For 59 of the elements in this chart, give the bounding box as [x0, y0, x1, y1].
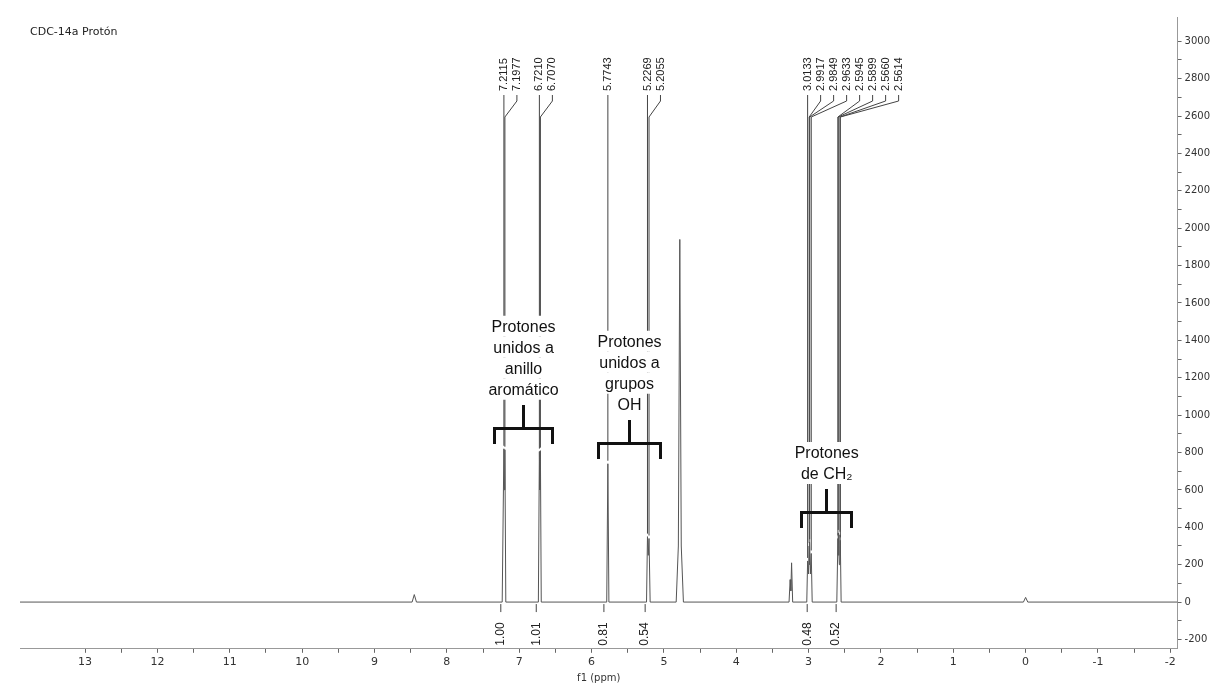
y-tick-label: 1200 [1184, 371, 1210, 383]
y-tick-label: 2400 [1184, 147, 1210, 159]
x-tick-label: 7 [515, 655, 523, 669]
y-tick-label: 2600 [1184, 109, 1210, 121]
x-tick-label: 10 [295, 655, 310, 669]
annotation: 5.2269 [640, 57, 653, 91]
annotation: 1.00 [493, 622, 508, 646]
y-tick-label: 3000 [1184, 34, 1210, 46]
x-tick-label: 0 [1022, 655, 1030, 669]
y-tick-label: 600 [1184, 483, 1204, 495]
annotation: 7.2115 [496, 58, 509, 91]
y-tick-label: -200 [1184, 633, 1208, 645]
y-tick-label: 0 [1184, 595, 1191, 607]
x-tick-label: 9 [371, 655, 378, 669]
y-tick-label: 800 [1184, 446, 1204, 458]
x-tick-label: -1 [1092, 655, 1104, 669]
y-tick-label: 400 [1184, 520, 1204, 532]
x-tick-label: -2 [1164, 655, 1176, 669]
text: CDC-14a Protón [30, 25, 118, 39]
annotation: 0.81 [596, 622, 611, 646]
annotation: 2.5899 [865, 57, 878, 91]
annotation: 2.5945 [852, 57, 865, 91]
annotation: 2.9917 [813, 57, 826, 91]
x-tick-label: 3 [805, 655, 813, 669]
annotation: 0.52 [828, 622, 843, 646]
annotation: 6.7210 [532, 57, 545, 91]
annotation: 6.7070 [545, 57, 558, 91]
x-tick-label: 8 [443, 655, 451, 669]
x-tick-label: 6 [588, 655, 596, 669]
x-tick-label: 4 [732, 655, 740, 669]
y-tick-label: 1400 [1184, 333, 1210, 345]
annotation: 5.2055 [653, 57, 666, 91]
x-axis-title: f1 (ppm) [577, 671, 621, 683]
x-tick-label: 5 [660, 655, 668, 669]
y-tick-label: 2800 [1184, 72, 1210, 84]
y-tick-label: 200 [1184, 558, 1204, 570]
annotation: 7.1977 [509, 57, 522, 91]
annotation: Protones unidos a anillo aromático [488, 318, 559, 399]
x-tick-label: 12 [150, 655, 165, 669]
x-tick-label: 13 [78, 655, 93, 669]
x-tick-label: 11 [222, 655, 237, 669]
annotation: 5.7743 [600, 57, 613, 91]
annotation: 2.9849 [826, 57, 839, 91]
y-tick-label: 1600 [1184, 296, 1210, 308]
y-tick-label: 2200 [1184, 184, 1210, 196]
annotation: Protones de CH₂ [794, 444, 859, 483]
y-tick-label: 1800 [1184, 259, 1210, 271]
annotation: 0.54 [637, 622, 652, 646]
x-tick-label: 2 [877, 655, 885, 669]
annotation: 1.01 [528, 622, 543, 646]
x-tick-label: 1 [949, 655, 957, 669]
annotation: 0.48 [799, 622, 814, 646]
annotation: 3.0133 [800, 57, 813, 91]
annotation: Protones unidos a grupos OH [597, 333, 662, 414]
annotation: 2.5614 [891, 57, 904, 91]
annotation: 2.5660 [878, 57, 891, 91]
y-tick-label: 2000 [1184, 221, 1210, 233]
annotation: 2.9633 [839, 57, 852, 91]
y-tick-label: 1000 [1184, 408, 1210, 420]
